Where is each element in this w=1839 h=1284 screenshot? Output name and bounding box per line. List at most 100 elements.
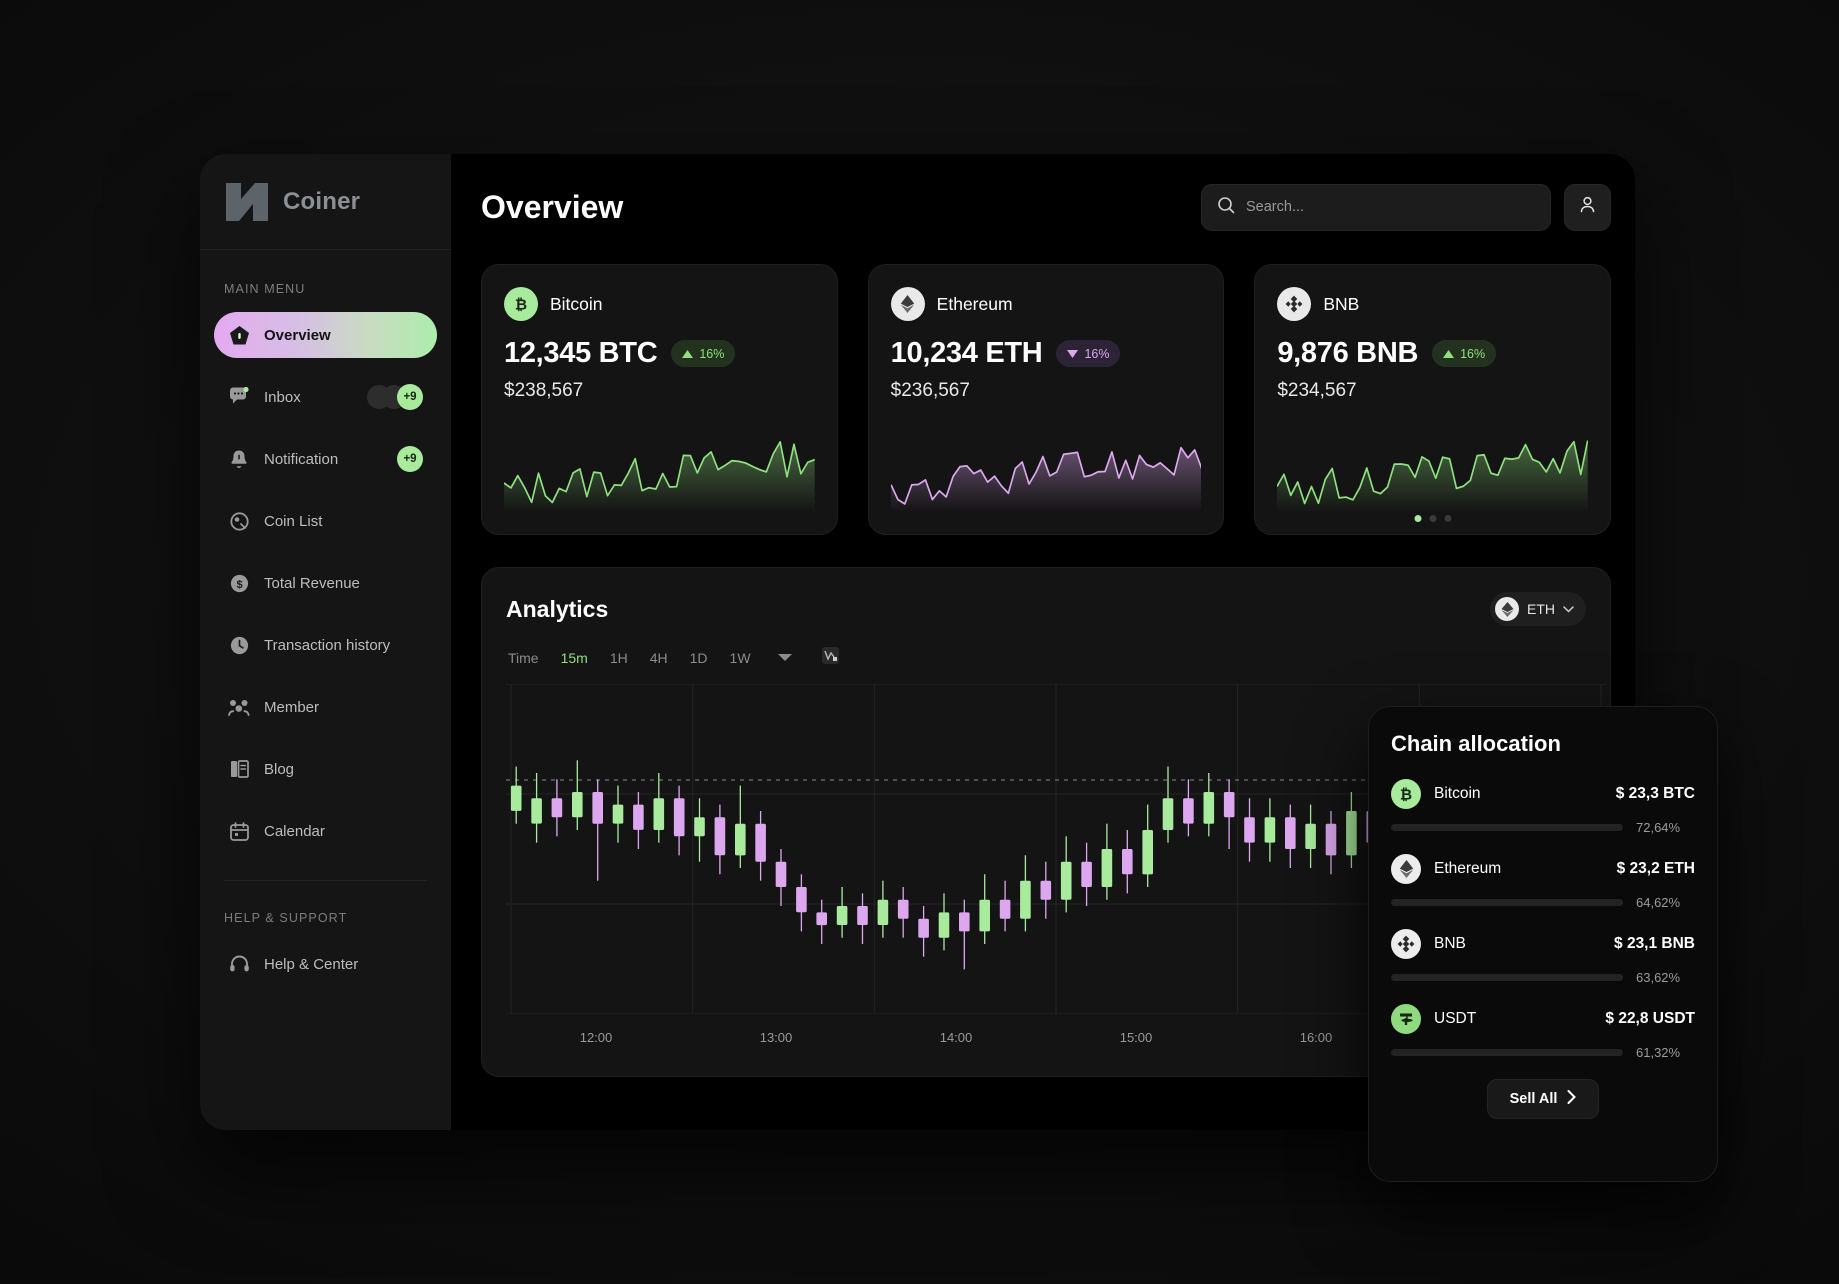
sell-all-button[interactable]: Sell All: [1486, 1079, 1600, 1119]
coin-icon: [228, 510, 250, 532]
help-support-section: HELP & SUPPORT Help & Center: [200, 881, 451, 1003]
asset-selector[interactable]: ETH: [1490, 592, 1586, 626]
chain-row-bnb[interactable]: BNB $ 23,1 BNB 63,62%: [1391, 929, 1695, 985]
chain-coin-value: $ 22,8 USDT: [1605, 1010, 1695, 1027]
timeframe-option[interactable]: 4H: [649, 650, 668, 666]
chain-row-usdt[interactable]: USDT $ 22,8 USDT 61,32%: [1391, 1004, 1695, 1060]
sparkline-chart: [889, 430, 1203, 512]
change-badge: 16%: [1056, 340, 1121, 367]
timeframe-option[interactable]: 1D: [689, 650, 708, 666]
chain-progress-track: [1391, 974, 1623, 981]
chain-progress-line: 63,62%: [1391, 970, 1695, 985]
search-input[interactable]: [1246, 199, 1535, 215]
sidebar-item-help-center[interactable]: Help & Center: [214, 941, 437, 987]
search-box[interactable]: [1201, 183, 1551, 231]
chain-coin-name: USDT: [1434, 1010, 1477, 1027]
sidebar-item-label: Blog: [264, 760, 295, 778]
sidebar-item-overview[interactable]: Overview: [214, 312, 437, 358]
sell-all-wrap: Sell All: [1391, 1079, 1695, 1119]
chain-coin-value: $ 23,1 BNB: [1614, 935, 1695, 952]
timeframe-bar: Time 15m 1H 4H 1D 1W: [508, 646, 1586, 670]
change-value: 16%: [1460, 346, 1486, 361]
caret-down-icon[interactable]: [777, 649, 793, 667]
search-icon: [1217, 196, 1235, 219]
chain-coin-name: BNB: [1434, 935, 1466, 952]
coin-amount: 10,234 ETH: [890, 337, 1043, 369]
sidebar-item-blog[interactable]: Blog: [214, 746, 437, 792]
coin-amount: 9,876 BNB: [1277, 337, 1419, 369]
chain-allocation-title: Chain allocation: [1391, 731, 1561, 756]
brand[interactable]: Coiner: [200, 154, 451, 250]
arrow-up-icon: [682, 347, 694, 361]
clock-icon: [228, 634, 250, 656]
badge-count: +9: [397, 384, 423, 410]
sidebar-item-coin-list[interactable]: Coin List: [214, 498, 437, 544]
coin-card-header: ₿ Bitcoin: [504, 287, 815, 321]
sidebar-item-calendar[interactable]: Calendar: [214, 808, 437, 854]
coin-card-bitcoin[interactable]: ₿ Bitcoin 12,345 BTC 16% $238,567: [481, 264, 838, 535]
timeframe-label: Time: [508, 650, 539, 666]
main-menu-section: MAIN MENU Overview Inbox +9 Notification +9 C…: [200, 250, 451, 870]
timeframe-option[interactable]: 1H: [609, 650, 628, 666]
chevron-right-icon: [1567, 1090, 1577, 1108]
x-axis-tick: 12:00: [579, 1030, 613, 1045]
chat-bubble-icon: [228, 386, 250, 408]
carousel-dot[interactable]: [1414, 515, 1422, 522]
coin-card-bnb[interactable]: BNB 9,876 BNB 16% $234,567: [1254, 264, 1612, 535]
sidebar-item-member[interactable]: Member: [214, 684, 437, 730]
coin-amount: 12,345 BTC: [504, 337, 658, 369]
ethereum-icon: [1495, 597, 1519, 621]
chain-row-header: BNB $ 23,1 BNB: [1391, 929, 1695, 959]
profile-button[interactable]: [1564, 183, 1611, 231]
dollar-circle-icon: $: [228, 572, 250, 594]
sidebar-item-badge-group: +9: [367, 384, 423, 410]
chain-row-bitcoin[interactable]: ₿ Bitcoin $ 23,3 BTC 72,64%: [1391, 779, 1695, 835]
sidebar-item-label: Notification: [264, 450, 339, 468]
sidebar: Coiner MAIN MENU Overview Inbox +9 Notifica…: [200, 154, 451, 1130]
chain-percent: 61,32%: [1636, 1045, 1681, 1060]
coin-card-ethereum[interactable]: Ethereum 10,234 ETH 16% $236,567: [867, 264, 1225, 535]
chain-progress-track: [1391, 824, 1623, 831]
candlestick-chart[interactable]: [506, 683, 1606, 1024]
sidebar-item-notification[interactable]: Notification +9: [214, 436, 437, 482]
arrow-down-icon: [1067, 347, 1079, 361]
chain-row-ethereum[interactable]: Ethereum $ 23,2 ETH 64,62%: [1391, 854, 1695, 910]
change-value: 16%: [1084, 346, 1110, 361]
timeframe-option[interactable]: 1W: [729, 650, 751, 666]
sidebar-item-label: Inbox: [264, 388, 301, 406]
home-pentagon-icon: [228, 324, 250, 346]
coin-amount-row: 10,234 ETH 16%: [891, 337, 1202, 370]
support-menu-list: Help & Center: [200, 941, 451, 1003]
chain-coin-name: Bitcoin: [1434, 785, 1481, 802]
sidebar-item-label: Overview: [264, 326, 331, 344]
chevron-down-icon: [1563, 600, 1574, 618]
carousel-dot[interactable]: [1429, 515, 1437, 522]
timeframe-option[interactable]: 15m: [560, 650, 588, 666]
chain-coin-value: $ 23,2 ETH: [1616, 860, 1695, 877]
change-badge: 16%: [671, 340, 736, 367]
carousel-dots[interactable]: [1414, 515, 1452, 522]
sidebar-item-total-revenue[interactable]: $ Total Revenue: [214, 560, 437, 606]
candlestick-tool-icon[interactable]: [821, 646, 840, 670]
svg-text:₿: ₿: [1400, 787, 1412, 804]
chain-progress-track: [1391, 1049, 1623, 1056]
bitcoin-icon: ₿: [1391, 779, 1421, 809]
page-title: Overview: [481, 188, 624, 225]
badge-count: +9: [397, 446, 423, 472]
help-support-label: HELP & SUPPORT: [224, 911, 348, 925]
avatar-stack: +9: [367, 384, 423, 410]
bnb-icon: [1277, 287, 1312, 321]
sidebar-item-transaction-history[interactable]: Transaction history: [214, 622, 437, 668]
sidebar-item-inbox[interactable]: Inbox +9: [214, 374, 437, 420]
coin-name: Ethereum: [936, 293, 1013, 314]
carousel-dot[interactable]: [1444, 515, 1452, 522]
coin-name: Bitcoin: [550, 293, 603, 314]
sell-all-label: Sell All: [1509, 1091, 1558, 1107]
chain-coin-value: $ 23,3 BTC: [1615, 785, 1695, 802]
sidebar-divider: [224, 880, 427, 881]
coin-usd-value: $234,567: [1277, 380, 1357, 401]
topbar: Overview: [481, 180, 1611, 234]
coin-card-header: BNB: [1277, 287, 1588, 321]
svg-text:$: $: [236, 579, 242, 591]
